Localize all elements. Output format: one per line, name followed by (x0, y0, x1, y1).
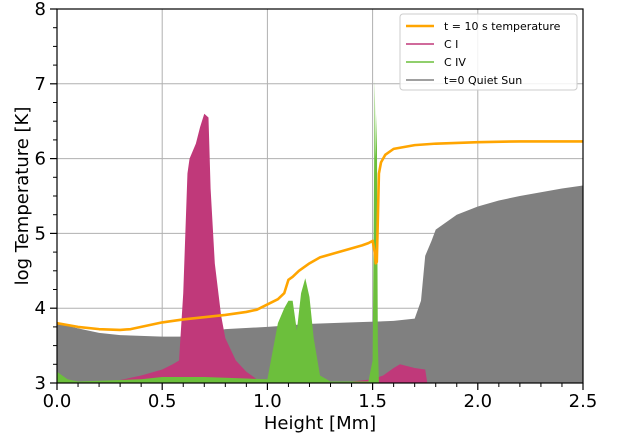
y-tick-label: 4 (35, 298, 46, 319)
plot-area (56, 80, 583, 383)
legend-label-t-0-quiet-sun: t=0 Quiet Sun (444, 74, 522, 87)
x-tick-label: 2.5 (569, 391, 598, 412)
y-axis-label: log Temperature [K] (12, 107, 33, 286)
x-axis-label: Height [Mm] (264, 413, 376, 434)
y-tick-label: 6 (35, 149, 46, 170)
legend-label-c-iv: C IV (444, 56, 466, 69)
y-tick-label: 5 (35, 223, 46, 244)
legend-box (399, 13, 578, 91)
legend-label-c-i: C I (444, 38, 458, 51)
series-line-t-10-s-temperature (56, 140, 583, 332)
y-tick-label: 7 (35, 74, 46, 95)
series-area-t-0-quiet-sun (57, 185, 583, 383)
y-tick-label: 8 (35, 0, 46, 20)
x-tick-label: 2.0 (463, 391, 492, 412)
y-tick-label: 3 (35, 373, 46, 394)
x-tick-label: 0.0 (43, 391, 72, 412)
x-axis-ticks: 0.0 0.5 1.0 1.5 2.0 2.5 (43, 383, 598, 412)
x-tick-label: 0.5 (148, 391, 177, 412)
y-axis-ticks: 3 4 5 6 7 8 (35, 0, 57, 394)
legend-label-t-10-s-temperature: t = 10 s temperature (444, 20, 561, 33)
legend: t = 10 s temperature C I C IV t=0 Quiet Sun (399, 13, 578, 91)
x-tick-label: 1.5 (358, 391, 387, 412)
x-tick-label: 1.0 (253, 391, 282, 412)
